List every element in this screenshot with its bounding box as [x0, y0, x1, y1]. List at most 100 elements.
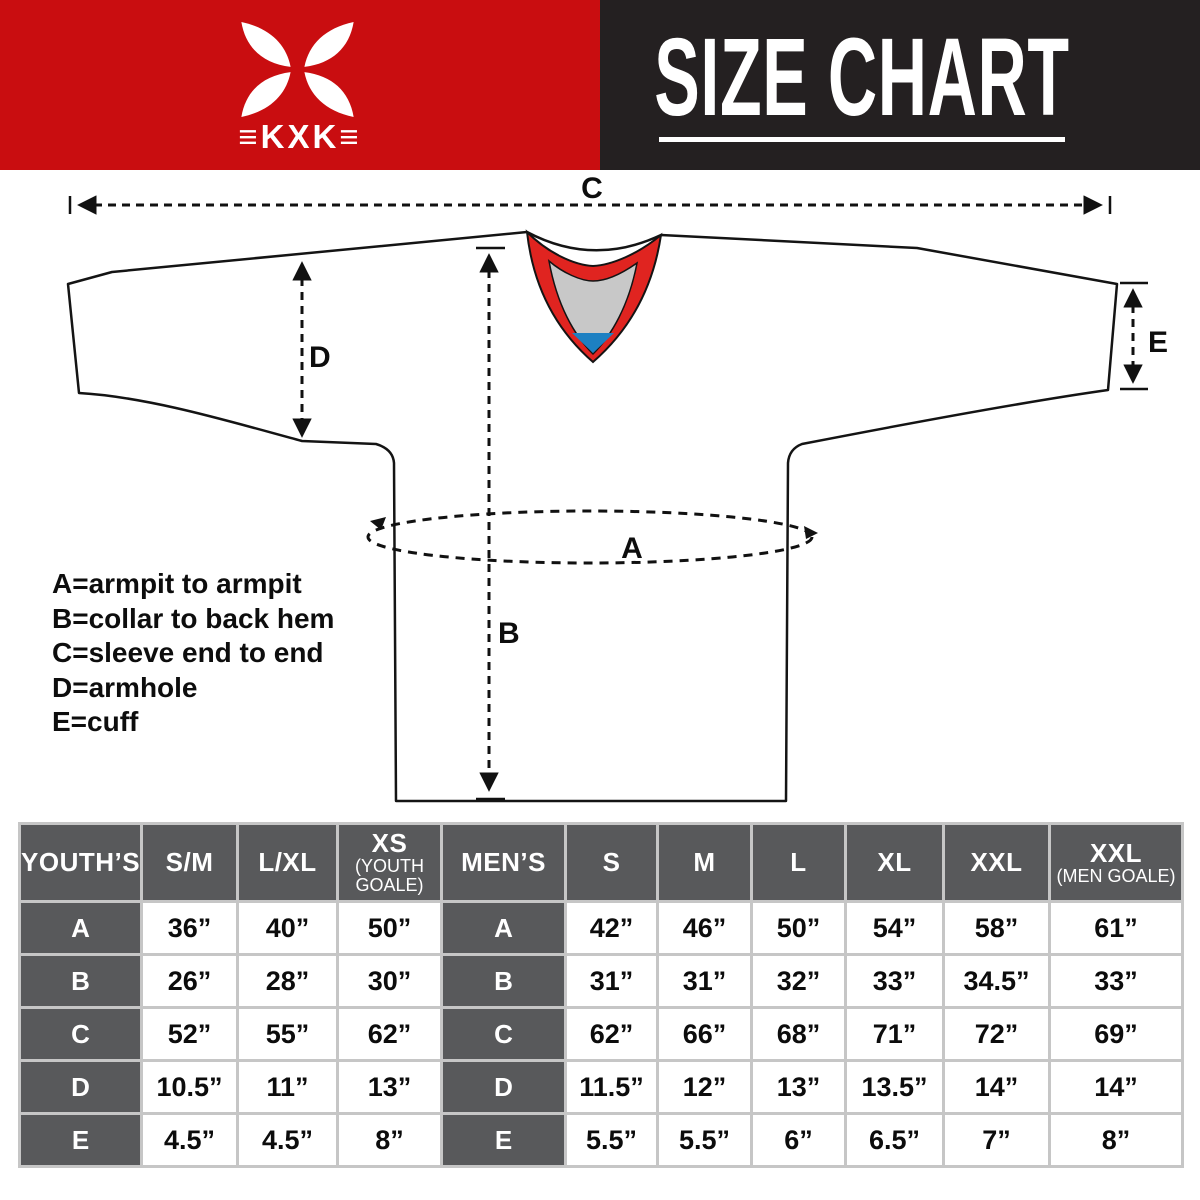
table-cell: 62” — [336, 1006, 443, 1062]
table-cell: 13” — [750, 1059, 847, 1115]
table-cell: 58” — [942, 900, 1051, 956]
title-underline — [659, 137, 1065, 142]
column-header-xl: XL — [844, 822, 945, 903]
column-header-youths: YOUTH’S — [18, 822, 143, 903]
table-cell: 10.5” — [140, 1059, 239, 1115]
row-label-men-c: C — [440, 1006, 567, 1062]
table-cell: 5.5” — [656, 1112, 753, 1168]
dim-label-b: B — [498, 617, 520, 650]
table-cell: 55” — [236, 1006, 339, 1062]
measurement-legend: A=armpit to armpit B=collar to back hem … — [52, 567, 334, 740]
jersey-outline — [66, 230, 1119, 803]
collar-inner — [547, 259, 639, 356]
column-header-xxl: XXL — [942, 822, 1051, 903]
dimension-d: D — [292, 261, 331, 438]
table-cell: 52” — [140, 1006, 239, 1062]
table-cell: 33” — [1048, 953, 1184, 1009]
row-label-men-a: A — [440, 900, 567, 956]
table-cell: 40” — [236, 900, 339, 956]
table-cell: 61” — [1048, 900, 1184, 956]
table-cell: 71” — [844, 1006, 945, 1062]
table-cell: 5.5” — [564, 1112, 659, 1168]
row-label-men-e: E — [440, 1112, 567, 1168]
column-header-mens: MEN’S — [440, 822, 567, 903]
dimension-e: E — [1120, 281, 1168, 391]
table-cell: 26” — [140, 953, 239, 1009]
legend-line-a: A=armpit to armpit — [52, 568, 302, 599]
size-table: YOUTH’S S/M L/XL XS (YOUTH GOALE) MEN’S S… — [18, 822, 1184, 1168]
row-label-youth-e: E — [18, 1112, 143, 1168]
table-cell: 14” — [942, 1059, 1051, 1115]
table-cell: 4.5” — [236, 1112, 339, 1168]
legend-line-b: B=collar to back hem — [52, 602, 335, 634]
header: ≡KXK≡ SIZE CHART — [0, 0, 1200, 170]
table-cell: 12” — [656, 1059, 753, 1115]
table-row-e: E 4.5” 4.5” 8” E 5.5” 5.5” 6” 6.5” 7” 8” — [18, 1112, 1184, 1168]
table-cell: 8” — [336, 1112, 443, 1168]
table-cell: 6.5” — [844, 1112, 945, 1168]
table-cell: 31” — [564, 953, 659, 1009]
row-label-youth-c: C — [18, 1006, 143, 1062]
table-cell: 50” — [336, 900, 443, 956]
legend-line-e: E=cuff — [52, 706, 139, 737]
table-cell: 6” — [750, 1112, 847, 1168]
table-cell: 50” — [750, 900, 847, 956]
legend-line-d: D=armhole — [52, 671, 198, 703]
table-cell: 4.5” — [140, 1112, 239, 1168]
table-row-b: B 26” 28” 30” B 31” 31” 32” 33” 34.5” 33… — [18, 953, 1184, 1009]
brand-wordmark: ≡KXK≡ — [238, 118, 362, 155]
jersey-diagram: C D B A — [66, 175, 1168, 803]
dimension-b: B — [476, 246, 520, 801]
table-cell: 66” — [656, 1006, 753, 1062]
collar-insert — [572, 333, 614, 353]
table-cell: 46” — [656, 900, 753, 956]
table-cell: 68” — [750, 1006, 847, 1062]
row-label-youth-b: B — [18, 953, 143, 1009]
brand-panel: ≡KXK≡ — [0, 0, 600, 170]
column-header-xs-youth-goalie: XS (YOUTH GOALE) — [336, 822, 443, 903]
table-cell: 11” — [236, 1059, 339, 1115]
dim-label-c: C — [581, 175, 603, 205]
collar — [525, 229, 663, 364]
table-cell: 34.5” — [942, 953, 1051, 1009]
table-cell: 69” — [1048, 1006, 1184, 1062]
table-cell: 31” — [656, 953, 753, 1009]
table-cell: 36” — [140, 900, 239, 956]
table-row-d: D 10.5” 11” 13” D 11.5” 12” 13” 13.5” 14… — [18, 1059, 1184, 1115]
table-cell: 7” — [942, 1112, 1051, 1168]
table-cell: 8” — [1048, 1112, 1184, 1168]
table-cell: 54” — [844, 900, 945, 956]
table-cell: 32” — [750, 953, 847, 1009]
dimension-a: A — [366, 509, 818, 568]
table-cell: 33” — [844, 953, 945, 1009]
column-header-s: S — [564, 822, 659, 903]
row-label-men-b: B — [440, 953, 567, 1009]
page-title: SIZE CHART — [654, 16, 1070, 139]
table-cell: 11.5” — [564, 1059, 659, 1115]
table-cell: 13.5” — [844, 1059, 945, 1115]
column-header-xxl-men-goalie: XXL (MEN GOALE) — [1048, 822, 1184, 903]
title-panel: SIZE CHART — [600, 0, 1200, 170]
legend-line-c: C=sleeve end to end — [52, 637, 324, 668]
row-label-men-d: D — [440, 1059, 567, 1115]
table-row-a: A 36” 40” 50” A 42” 46” 50” 54” 58” 61” — [18, 900, 1184, 956]
table-header-row: YOUTH’S S/M L/XL XS (YOUTH GOALE) MEN’S S… — [18, 822, 1184, 903]
column-header-lxl: L/XL — [236, 822, 339, 903]
row-label-youth-a: A — [18, 900, 143, 956]
table-row-c: C 52” 55” 62” C 62” 66” 68” 71” 72” 69” — [18, 1006, 1184, 1062]
table-cell: 13” — [336, 1059, 443, 1115]
table-cell: 42” — [564, 900, 659, 956]
table-cell: 62” — [564, 1006, 659, 1062]
column-header-m: M — [656, 822, 753, 903]
brand-logo-icon — [241, 22, 354, 117]
column-header-l: L — [750, 822, 847, 903]
column-header-sm: S/M — [140, 822, 239, 903]
table-cell: 28” — [236, 953, 339, 1009]
table-cell: 30” — [336, 953, 443, 1009]
table-cell: 14” — [1048, 1059, 1184, 1115]
dimension-c: C — [68, 175, 1112, 215]
table-cell: 72” — [942, 1006, 1051, 1062]
dim-label-a: A — [621, 532, 643, 565]
dim-label-e: E — [1148, 326, 1168, 359]
